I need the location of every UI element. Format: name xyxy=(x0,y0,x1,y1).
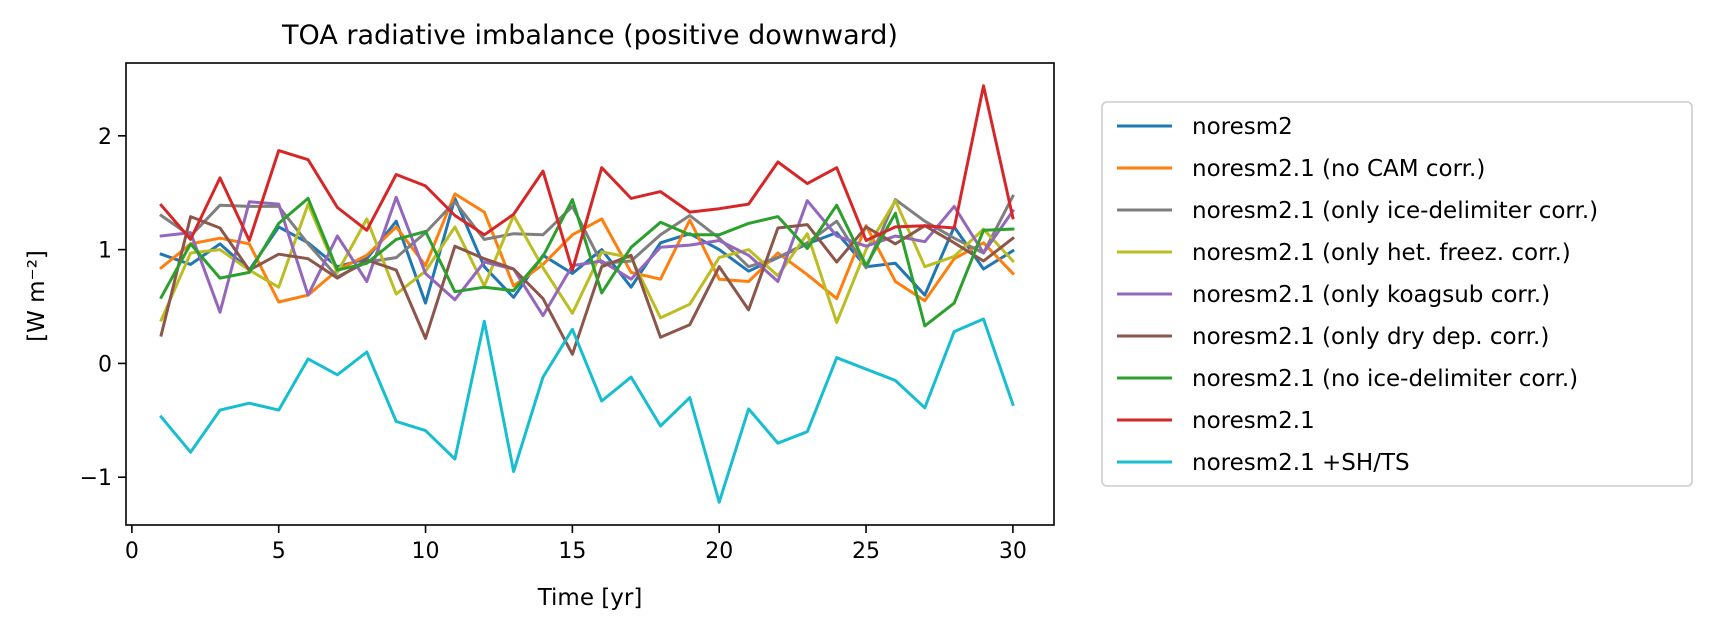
y-axis-label: [W m⁻²] xyxy=(24,250,50,342)
x-tick-label: 0 xyxy=(125,539,139,564)
x-tick-label: 5 xyxy=(272,539,286,564)
series-line-3 xyxy=(159,199,1016,324)
legend-box xyxy=(1101,101,1693,487)
legend-label-8: noresm2.1 +SH/TS xyxy=(1192,450,1410,476)
x-tick-label: 25 xyxy=(852,539,880,564)
series-line-8 xyxy=(159,317,1015,504)
legend-label-2: noresm2.1 (only ice-delimiter corr.) xyxy=(1192,198,1598,224)
x-axis: 0 5 10 15 20 25 30 xyxy=(125,525,1027,564)
plot-frame xyxy=(125,62,1055,526)
y-tick-label: 0 xyxy=(98,352,112,377)
x-tick-label: 20 xyxy=(705,539,733,564)
plot-lines xyxy=(159,84,1016,504)
series-line-5 xyxy=(159,215,1016,356)
legend-label-1: noresm2.1 (no CAM corr.) xyxy=(1192,156,1485,182)
legend-label-6: noresm2.1 (no ice-delimiter corr.) xyxy=(1192,366,1578,392)
series-line-1 xyxy=(159,192,1016,304)
series-line-4 xyxy=(159,195,1015,318)
x-tick-label: 15 xyxy=(558,539,586,564)
y-tick-label: 1 xyxy=(98,239,112,264)
x-axis-label: Time [yr] xyxy=(537,585,643,611)
x-tick-label: 10 xyxy=(412,539,440,564)
legend: noresm2 noresm2.1 (no CAM corr.) noresm2.1… xyxy=(1101,101,1693,487)
series-line-6 xyxy=(159,196,1015,328)
legend-label-3: noresm2.1 (only het. freez. corr.) xyxy=(1192,240,1571,266)
legend-label-7: noresm2.1 xyxy=(1192,408,1315,434)
legend-label-5: noresm2.1 (only dry dep. corr.) xyxy=(1192,324,1549,350)
y-axis: −1 0 1 2 xyxy=(80,125,126,491)
legend-label-0: noresm2 xyxy=(1192,114,1293,140)
y-tick-label: −1 xyxy=(80,466,112,491)
legend-label-4: noresm2.1 (only koagsub corr.) xyxy=(1192,282,1550,308)
chart-title: TOA radiative imbalance (positive downwa… xyxy=(281,20,898,51)
series-line-0 xyxy=(159,196,1015,305)
y-tick-label: 2 xyxy=(98,125,112,150)
series-line-7 xyxy=(159,84,1015,272)
x-tick-label: 30 xyxy=(999,539,1027,564)
